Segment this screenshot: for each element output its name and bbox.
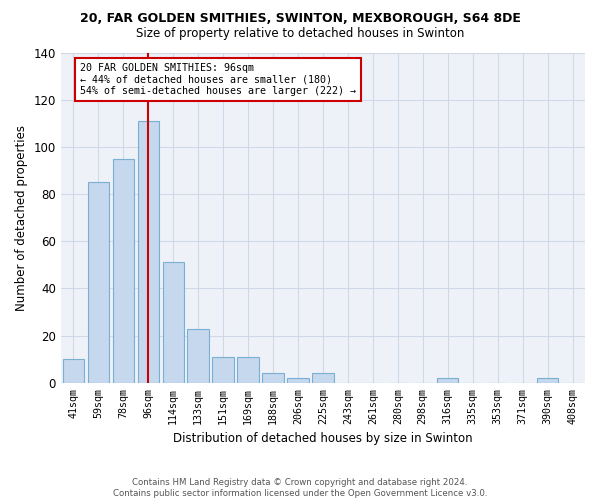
Bar: [137, 121, 159, 383]
Text: 20, FAR GOLDEN SMITHIES, SWINTON, MEXBOROUGH, S64 8DE: 20, FAR GOLDEN SMITHIES, SWINTON, MEXBOR…: [80, 12, 520, 26]
Bar: [537, 378, 558, 383]
Bar: [163, 262, 184, 383]
Bar: [437, 378, 458, 383]
X-axis label: Distribution of detached houses by size in Swinton: Distribution of detached houses by size …: [173, 432, 473, 445]
Bar: [187, 328, 209, 383]
Bar: [238, 357, 259, 383]
Bar: [262, 374, 284, 383]
Text: Size of property relative to detached houses in Swinton: Size of property relative to detached ho…: [136, 28, 464, 40]
Bar: [88, 182, 109, 383]
Bar: [287, 378, 308, 383]
Text: Contains HM Land Registry data © Crown copyright and database right 2024.
Contai: Contains HM Land Registry data © Crown c…: [113, 478, 487, 498]
Bar: [212, 357, 233, 383]
Text: 20 FAR GOLDEN SMITHIES: 96sqm
← 44% of detached houses are smaller (180)
54% of : 20 FAR GOLDEN SMITHIES: 96sqm ← 44% of d…: [80, 63, 356, 96]
Bar: [312, 374, 334, 383]
Bar: [62, 359, 84, 383]
Y-axis label: Number of detached properties: Number of detached properties: [15, 124, 28, 310]
Bar: [113, 158, 134, 383]
